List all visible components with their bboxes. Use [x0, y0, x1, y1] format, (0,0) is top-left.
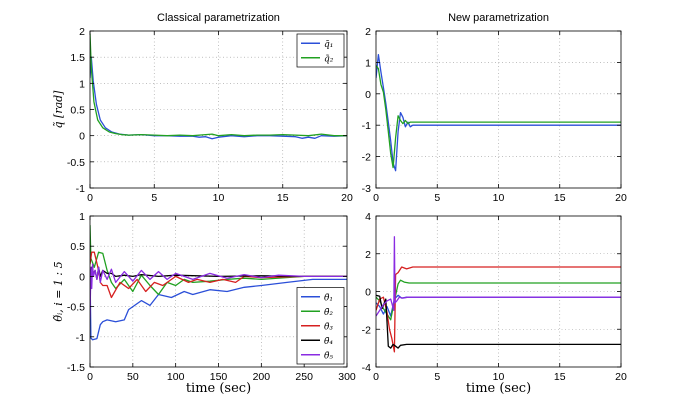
x-tick-label: 15 — [554, 371, 566, 383]
series-line-bl-5 — [90, 263, 347, 319]
y-tick-label: 1 — [79, 78, 85, 90]
y-tick-label: -4 — [362, 362, 371, 374]
y-tick-label: 0 — [79, 271, 85, 283]
legend-label: θ̃₃ — [324, 321, 333, 332]
x-tick-label: 0 — [373, 192, 379, 204]
x-tick-label: 5 — [151, 192, 157, 204]
x-tick-label: 10 — [493, 192, 505, 204]
y-tick-label: -3 — [362, 183, 371, 195]
x-tick-label: 100 — [167, 371, 185, 383]
legend-label: θ̃₄ — [324, 336, 333, 347]
legend: θ̃₁ θ̃₂ θ̃₃ θ̃₄ θ̃₅ — [296, 287, 345, 365]
series-line-br-4 — [376, 294, 621, 349]
y-tick-label: 0 — [365, 89, 371, 101]
x-tick-label: 300 — [338, 371, 356, 383]
chart-br: 0 5 10 15 20 -4 -2 0 2 4 time (sec) — [362, 211, 627, 396]
y-tick-label: 0.5 — [70, 105, 85, 117]
chart-tl: 0 5 10 15 20 -1 -0.5 0 0.5 1 1.5 2 Classical paramet… — [52, 12, 353, 204]
y-tick-label: 1 — [365, 57, 371, 69]
legend-label: q̃₁ — [324, 39, 333, 50]
x-tick-label: 0 — [87, 192, 93, 204]
x-axis-label: time (sec) — [186, 381, 251, 396]
series-line-tr-1 — [376, 53, 621, 172]
legend: q̃₁ q̃₂ — [296, 33, 345, 68]
legend-label: θ̃₂ — [324, 307, 333, 318]
series-line-tl-2 — [90, 33, 347, 137]
series-line-bl-2 — [90, 225, 347, 296]
series-line-tr-2 — [376, 65, 621, 169]
series-line-bl-1 — [90, 270, 347, 341]
x-tick-label: 5 — [434, 371, 440, 383]
y-tick-label: 0.5 — [70, 241, 85, 253]
x-tick-label: 0 — [373, 371, 379, 383]
chart-bl: 0 50 100 150 200 250 300 -1.5 -1 -0.5 0 0.5 1 time (s… — [52, 211, 356, 396]
x-tick-label: 200 — [253, 371, 271, 383]
x-tick-label: 20 — [615, 371, 627, 383]
x-tick-label: 5 — [434, 192, 440, 204]
y-tick-label: -1.5 — [67, 362, 85, 374]
x-axis-label: time (sec) — [466, 381, 531, 396]
legend-box — [296, 33, 345, 68]
y-tick-label: -1 — [362, 120, 371, 132]
y-tick-label: -1 — [76, 332, 85, 344]
x-tick-label: 250 — [295, 371, 313, 383]
y-tick-label: 1.5 — [70, 52, 85, 64]
y-tick-label: -2 — [362, 152, 371, 164]
chart-title: New parametrization — [448, 12, 549, 24]
x-tick-label: 20 — [341, 192, 353, 204]
plot-background — [376, 31, 621, 188]
chart-title: Classical parametrization — [157, 12, 280, 24]
y-tick-label: 4 — [365, 211, 371, 223]
x-tick-label: 10 — [213, 192, 225, 204]
legend-label: q̃₂ — [324, 53, 334, 64]
legend-label: θ̃₅ — [324, 350, 333, 361]
y-tick-label: 1 — [79, 211, 85, 223]
y-tick-label: -2 — [362, 324, 371, 336]
legend-label: θ̃₁ — [324, 292, 333, 303]
y-tick-label: 0 — [365, 287, 371, 299]
y-tick-label: 2 — [365, 26, 371, 38]
x-tick-label: 15 — [554, 192, 566, 204]
x-tick-label: 50 — [127, 371, 139, 383]
series-line-br-3 — [376, 266, 621, 353]
x-tick-label: 150 — [210, 371, 228, 383]
y-tick-label: -1 — [76, 183, 85, 195]
y-tick-label: 0 — [79, 131, 85, 143]
y-axis-label: θ̃ᵢ, i = 1 : 5 — [52, 261, 65, 321]
y-axis-label: q̃ [rad] — [52, 90, 65, 129]
y-tick-label: -0.5 — [67, 157, 85, 169]
series-line-tl-1 — [90, 56, 347, 140]
x-tick-label: 0 — [87, 371, 93, 383]
y-tick-label: 2 — [365, 249, 371, 261]
series-line-br-5 — [376, 236, 621, 317]
y-tick-label: -0.5 — [67, 302, 85, 314]
x-tick-label: 20 — [615, 192, 627, 204]
x-tick-label: 10 — [493, 371, 505, 383]
x-tick-label: 15 — [277, 192, 289, 204]
y-tick-label: 2 — [79, 26, 85, 38]
chart-tr: 0 5 10 15 20 -3 -2 -1 0 1 2 New parametrization — [362, 12, 627, 204]
